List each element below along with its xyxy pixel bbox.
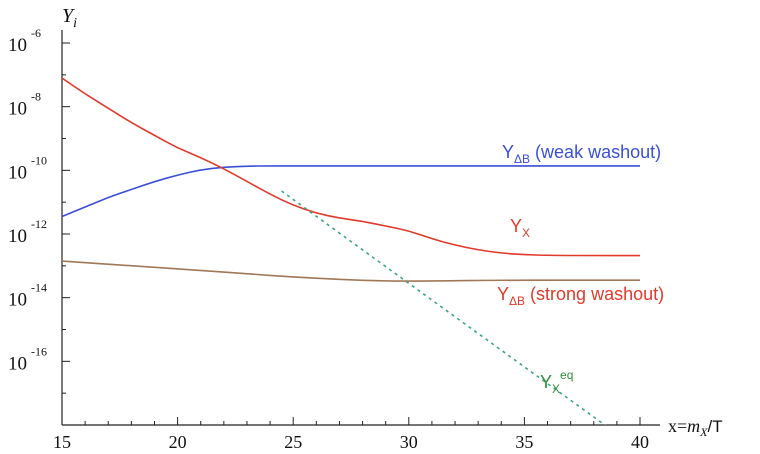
x-axis-title: x=mX/T	[668, 416, 723, 439]
series-yx	[62, 77, 640, 257]
y-tick-label: 10-16	[8, 344, 47, 374]
y-axis-title: Yi	[62, 5, 77, 31]
label-weak-washout: YΔB (weak washout)	[502, 142, 661, 166]
x-tick-label: 15	[53, 432, 71, 452]
x-tick-label: 35	[515, 432, 533, 452]
label-yx: YX	[510, 216, 530, 240]
x-tick-label: 25	[284, 432, 302, 452]
y-tick-label: 10-8	[8, 90, 41, 120]
y-tick-label: 10-10	[8, 153, 47, 183]
x-ticks: 15 20 25 30 35 40	[53, 417, 649, 452]
series-weak-washout	[62, 165, 640, 218]
x-tick-label: 40	[631, 432, 649, 452]
y-tick-label: 10-6	[8, 26, 41, 56]
y-tick-label: 10-14	[8, 281, 47, 311]
y-tick-label: 10-12	[8, 217, 47, 247]
label-yx-eq: YXeq	[540, 368, 573, 396]
series-strong-washout	[62, 260, 640, 282]
x-tick-label: 30	[400, 432, 418, 452]
y-ticks: 10-6 10-8 10-10 10-12 10-14 10-16	[8, 26, 70, 426]
label-strong-washout: YΔB (strong washout)	[497, 284, 664, 308]
series-layer	[62, 77, 640, 425]
x-tick-label: 20	[169, 432, 187, 452]
series-yx-eq	[281, 190, 607, 425]
